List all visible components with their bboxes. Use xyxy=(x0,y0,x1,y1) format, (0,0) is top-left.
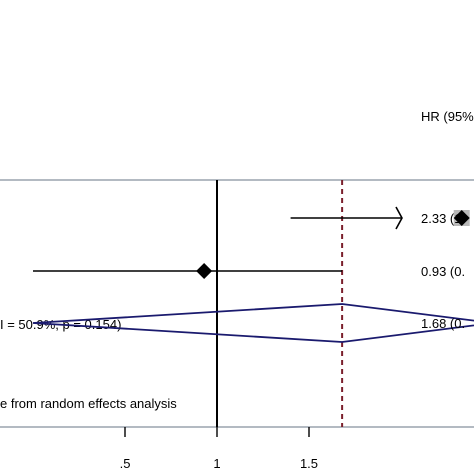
x-tick-label: 1.5 xyxy=(300,456,318,471)
column-header: HR (95% xyxy=(421,109,474,124)
study-hr-label: 2.33 (1. xyxy=(421,211,465,226)
study-point-estimate xyxy=(196,263,213,279)
x-tick-label: .5 xyxy=(120,456,131,471)
study-point-estimate xyxy=(453,210,470,226)
x-tick-label: 1 xyxy=(213,456,220,471)
footnote: e from random effects analysis xyxy=(0,396,177,411)
chart-marks: 2.33 (1. 0.93 (0. 1.68 (0. .5 1 1.5 xyxy=(32,180,474,471)
pooled-hr-label: 1.68 (0. xyxy=(421,316,465,331)
study-hr-label: 0.93 (0. xyxy=(421,264,465,279)
ci-arrow xyxy=(395,206,403,230)
pooled-diamond xyxy=(32,303,474,343)
